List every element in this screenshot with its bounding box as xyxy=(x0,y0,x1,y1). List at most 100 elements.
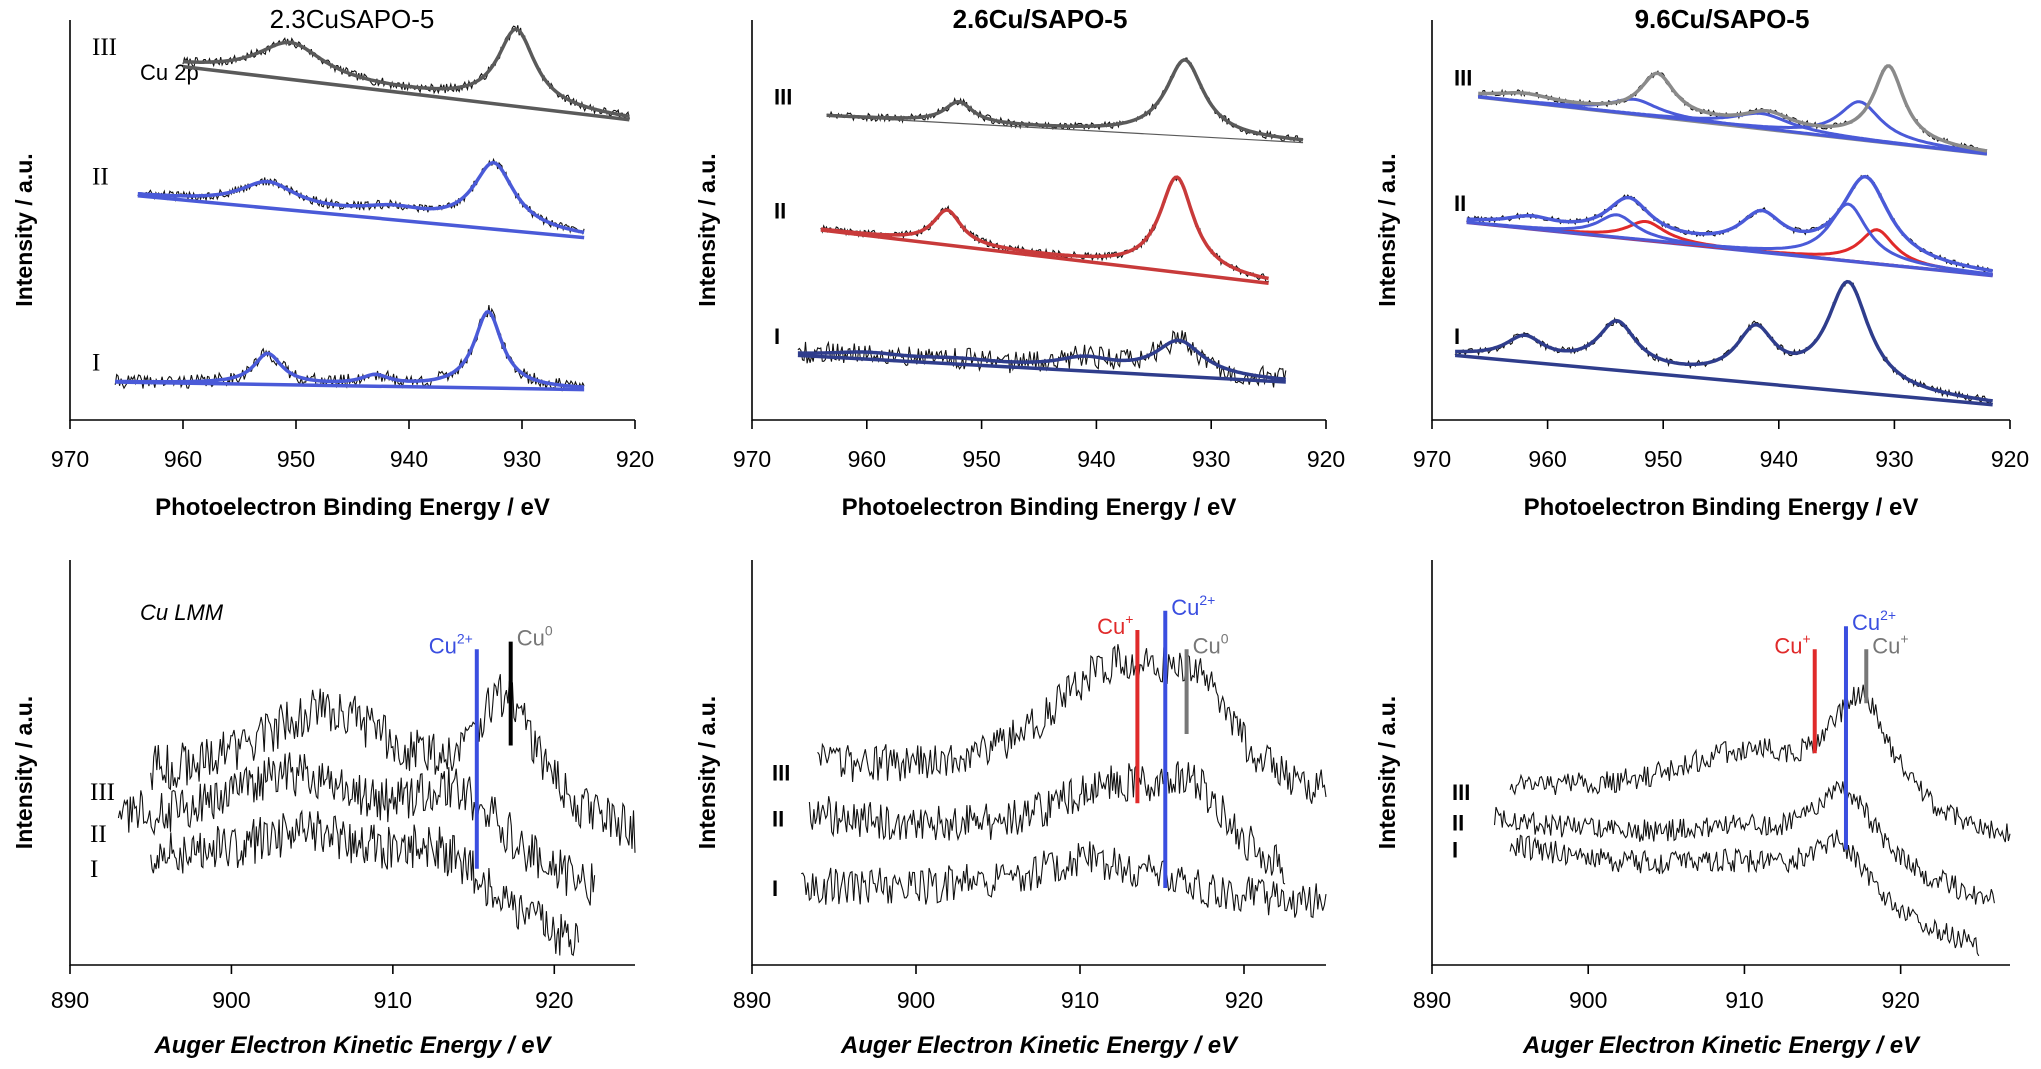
trace-raw-II xyxy=(1493,780,1995,905)
panel-title: 2.6Cu/SAPO-5 xyxy=(953,4,1128,34)
trace-fit-III xyxy=(826,58,1304,142)
trace-label-II: II xyxy=(90,821,107,848)
x-tick-label: 890 xyxy=(1413,987,1451,1013)
y-axis-label: Intensity / a.u. xyxy=(1374,696,1400,849)
trace-label-II: II xyxy=(1454,191,1466,216)
y-axis-label: Intensity / a.u. xyxy=(11,696,37,849)
x-tick-label: 940 xyxy=(390,446,428,472)
marker-label-sup: 2+ xyxy=(1880,607,1896,623)
trace-background-II xyxy=(820,228,1269,285)
trace-fit-II xyxy=(1466,174,1993,273)
x-tick-label: 950 xyxy=(1644,446,1682,472)
trace-raw-I xyxy=(801,841,1327,919)
trace-label-III: III xyxy=(774,85,792,110)
trace-label-I: I xyxy=(772,876,778,901)
x-axis-label: Auger Electron Kinetic Energy / eV xyxy=(840,1032,1239,1059)
trace-label-II: II xyxy=(92,163,109,190)
marker-label: Cu2+ xyxy=(1852,607,1896,635)
x-axis-label: Auger Electron Kinetic Energy / eV xyxy=(153,1032,552,1059)
trace-label-I: I xyxy=(774,324,780,349)
panel-title: 9.6Cu/SAPO-5 xyxy=(1635,4,1810,34)
trace-label-I: I xyxy=(90,856,98,883)
x-tick-label: 920 xyxy=(535,987,573,1013)
panel-1: 2.3CuSAPO-5 970 960 950 940 930 920 Photoelectr… xyxy=(11,4,654,521)
x-tick-label: 920 xyxy=(1991,446,2029,472)
marker-label-sup: 2+ xyxy=(457,630,473,646)
trace-component-III xyxy=(1478,95,1988,154)
panel-3: 9.6Cu/SAPO-5 970 960 950 940 930 920 Photoelect… xyxy=(1374,4,2029,521)
trace-label-III: III xyxy=(772,761,790,786)
marker-label-sup: + xyxy=(1125,611,1133,627)
trace-label-III: III xyxy=(1452,780,1470,805)
trace-raw-I xyxy=(114,305,585,392)
trace-label-III: III xyxy=(90,779,115,806)
marker-label: Cu0 xyxy=(1193,630,1229,658)
x-tick-label: 910 xyxy=(374,987,412,1013)
marker-label: Cu+ xyxy=(1774,630,1810,658)
trace-fit-I xyxy=(1455,279,1993,403)
axis-frame xyxy=(1431,560,2010,966)
trace-raw-III xyxy=(1509,684,2011,843)
x-tick-label: 930 xyxy=(1875,446,1913,472)
trace-label-III: III xyxy=(92,34,117,61)
trace-raw-II xyxy=(820,176,1269,283)
x-tick-label: 970 xyxy=(733,446,771,472)
x-tick-label: 900 xyxy=(212,987,250,1013)
x-tick-label: 960 xyxy=(164,446,202,472)
x-axis-label: Photoelectron Binding Energy / eV xyxy=(842,494,1237,521)
trace-fit-II xyxy=(820,175,1269,281)
trace-background-II xyxy=(137,194,585,240)
x-tick-label: 920 xyxy=(1307,446,1345,472)
marker-label: Cu+ xyxy=(1872,630,1908,658)
x-axis-label: Auger Electron Kinetic Energy / eV xyxy=(1522,1032,1921,1059)
trace-label-I: I xyxy=(92,350,100,377)
trace-fit-III xyxy=(182,27,630,119)
trace-background-I xyxy=(1454,353,1993,407)
x-tick-label: 920 xyxy=(616,446,654,472)
y-axis-label: Intensity / a.u. xyxy=(694,153,720,306)
marker-label: Cu+ xyxy=(1097,611,1133,639)
x-tick-label: 900 xyxy=(1569,987,1607,1013)
x-tick-label: 910 xyxy=(1061,987,1099,1013)
trace-raw-III xyxy=(817,644,1327,804)
panel-6: 890 900 910 920 Auger Electron Kinetic Energ… xyxy=(1374,560,2011,1059)
x-axis-label: Photoelectron Binding Energy / eV xyxy=(155,494,550,521)
marker-label-sup: 0 xyxy=(545,623,553,639)
panel-title: 2.3CuSAPO-5 xyxy=(270,4,435,34)
trace-raw-I xyxy=(1509,829,1980,957)
marker-label-sup: 2+ xyxy=(1199,592,1215,608)
x-tick-label: 970 xyxy=(1413,446,1451,472)
y-axis-label: Intensity / a.u. xyxy=(1374,153,1400,306)
trace-fit-I xyxy=(797,338,1286,381)
panel-annotation: Cu 2p xyxy=(140,60,199,85)
x-tick-label: 950 xyxy=(277,446,315,472)
panel-2: 2.6Cu/SAPO-5 970 960 950 940 930 920 Photoelect… xyxy=(694,4,1345,521)
trace-label-II: II xyxy=(772,807,784,832)
trace-fit-III xyxy=(1478,64,1988,153)
marker-label-sup: + xyxy=(1803,630,1811,646)
trace-label-I: I xyxy=(1452,838,1458,863)
trace-fit-II xyxy=(137,160,585,235)
trace-fit-I xyxy=(115,309,585,389)
trace-raw-II xyxy=(117,752,596,906)
x-tick-label: 920 xyxy=(1881,987,1919,1013)
trace-label-I: I xyxy=(1454,324,1460,349)
trace-raw-III xyxy=(150,674,636,853)
axis-frame xyxy=(751,560,1326,966)
x-tick-label: 940 xyxy=(1077,446,1115,472)
marker-label-sup: + xyxy=(1900,630,1908,646)
trace-label-II: II xyxy=(1452,811,1464,836)
trace-background-III xyxy=(826,115,1304,144)
trace-background-I xyxy=(115,380,585,392)
trace-label-II: II xyxy=(774,199,786,224)
x-tick-label: 960 xyxy=(848,446,886,472)
x-tick-label: 930 xyxy=(1192,446,1230,472)
panel-annotation: Cu LMM xyxy=(140,600,224,625)
x-tick-label: 930 xyxy=(503,446,541,472)
trace-background-I xyxy=(797,353,1286,384)
x-tick-label: 970 xyxy=(51,446,89,472)
x-tick-label: 890 xyxy=(733,987,771,1013)
trace-raw-II xyxy=(808,761,1286,885)
marker-label: Cu2+ xyxy=(429,630,473,658)
